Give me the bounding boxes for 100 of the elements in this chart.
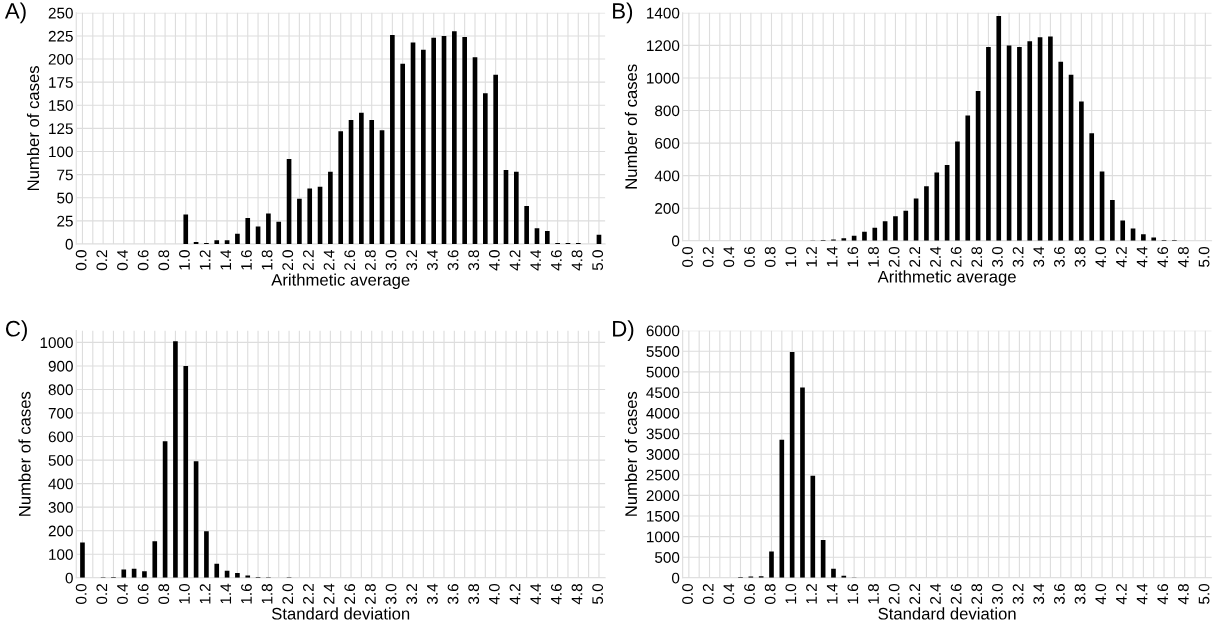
bar: [800, 387, 805, 578]
y-tick-label: 25: [57, 215, 73, 227]
x-tick-label: 1.8: [261, 250, 273, 270]
y-tick-label: 200: [48, 53, 73, 65]
y-tick-label: 4500: [646, 387, 680, 399]
x-tick-label: 3.2: [1012, 247, 1024, 267]
bar: [245, 218, 251, 244]
y-tick-label: 4000: [646, 407, 680, 419]
x-tick-label: 2.2: [303, 584, 314, 604]
bar: [1079, 101, 1084, 241]
bar: [266, 213, 271, 244]
x-tick-label: 2.2: [303, 250, 314, 270]
bar: [841, 238, 847, 241]
y-tick-label: 1000: [647, 531, 680, 543]
bar: [1089, 133, 1095, 241]
x-tick-label: 1.8: [868, 246, 879, 267]
bar: [893, 216, 898, 241]
x-tick-label: 0.4: [723, 583, 735, 604]
x-tick-label: 1.2: [806, 247, 817, 267]
x-tick-label: 0.2: [702, 247, 714, 267]
x-tick-label: 3.8: [1074, 584, 1086, 605]
x-tick-label: 1.8: [261, 584, 273, 604]
y-tick-label: 225: [48, 30, 73, 42]
x-tick-label: 3.0: [385, 583, 397, 605]
x-tick-label: 4.6: [1157, 584, 1169, 605]
x-tick-label: 0.8: [764, 584, 776, 604]
x-tick-label: 3.6: [447, 584, 459, 605]
x-tick-label: 4.4: [1136, 583, 1148, 605]
bar: [204, 531, 209, 578]
x-tick-label: 4.8: [1177, 246, 1189, 268]
x-tick-label: 3.4: [1033, 246, 1045, 267]
x-tick-label: 1.0: [179, 583, 190, 604]
x-tick-label: 0.4: [117, 249, 128, 271]
x-tick-label: 2.8: [971, 584, 983, 604]
x-tick-label: 4.0: [1095, 583, 1107, 605]
chart-title: B): [613, 2, 633, 24]
x-tick-label: 2.6: [344, 250, 356, 270]
bar: [1120, 220, 1126, 241]
x-tick-label: 3.2: [406, 584, 418, 605]
x-tick-label: 4.8: [571, 584, 583, 605]
x-tick-label: 1.6: [847, 584, 859, 604]
bar: [390, 35, 395, 244]
bar: [769, 551, 774, 578]
x-tick-label: 4.4: [1136, 246, 1148, 268]
y-tick-label: 1500: [647, 510, 680, 522]
x-tick-label: 0.2: [702, 584, 714, 604]
bar: [183, 365, 189, 578]
y-tick-label: 175: [49, 77, 73, 88]
x-tick-label: 1.2: [199, 250, 211, 270]
x-tick-label: 2.8: [971, 246, 983, 267]
x-tick-label: 0.4: [723, 246, 735, 267]
x-tick-label: 0.4: [117, 583, 128, 604]
x-tick-label: 2.0: [888, 583, 900, 604]
x-tick-label: 4.0: [488, 583, 500, 605]
y-tick-label: 400: [48, 478, 73, 490]
x-tick-label: 1.6: [847, 246, 859, 267]
bar: [1048, 36, 1053, 241]
x-axis-title: Arithmetic average: [877, 270, 1016, 286]
bar: [359, 112, 364, 244]
x-tick-label: 2.4: [930, 583, 941, 604]
x-tick-label: 3.0: [992, 583, 1003, 605]
x-tick-label: 1.0: [785, 246, 797, 267]
bar: [214, 240, 220, 244]
x-tick-label: 0.8: [158, 584, 170, 604]
y-tick-label: 75: [57, 169, 73, 181]
x-tick-label: 2.0: [282, 583, 294, 604]
x-tick-label: 3.4: [426, 583, 438, 605]
bar: [955, 141, 960, 241]
y-tick-label: 3000: [646, 449, 680, 460]
y-tick-label: 5000: [646, 366, 680, 378]
bar: [924, 186, 929, 241]
bar: [121, 569, 127, 578]
x-tick-label: 3.0: [992, 246, 1003, 267]
bar: [862, 231, 867, 241]
bar: [1141, 234, 1146, 241]
y-axis-title: Number of cases: [26, 66, 40, 191]
x-tick-label: 3.6: [1054, 246, 1065, 267]
bar: [276, 221, 282, 244]
bar: [245, 575, 251, 578]
x-tick-label: 4.6: [550, 584, 562, 605]
x-tick-label: 0.6: [744, 246, 755, 267]
x-tick-label: 3.6: [447, 250, 459, 271]
x-tick-label: 2.4: [323, 583, 335, 604]
y-tick-label: 0: [671, 235, 680, 247]
bar: [338, 131, 344, 244]
bar: [235, 233, 240, 244]
bar: [524, 206, 529, 244]
x-tick-label: 0.8: [764, 246, 776, 267]
x-tick-label: 4.4: [530, 249, 541, 271]
bar: [965, 115, 971, 241]
y-tick-label: 1400: [647, 7, 680, 19]
y-tick-label: 100: [49, 146, 73, 158]
x-tick-label: 1.4: [826, 246, 838, 267]
bar: [224, 240, 230, 244]
x-tick-label: 3.4: [1033, 583, 1045, 605]
x-tick-label: 2.8: [364, 584, 376, 604]
x-tick-label: 4.8: [1177, 584, 1189, 605]
x-tick-label: 4.6: [1157, 246, 1169, 268]
x-tick-label: 4.8: [571, 250, 583, 271]
x-tick-label: 1.0: [785, 583, 797, 604]
